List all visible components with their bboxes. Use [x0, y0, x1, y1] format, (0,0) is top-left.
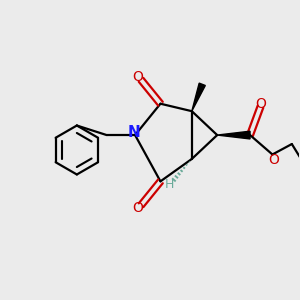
Text: O: O	[133, 201, 143, 214]
Text: N: N	[128, 124, 141, 140]
Text: O: O	[133, 70, 143, 84]
Text: O: O	[256, 97, 266, 111]
Text: H: H	[165, 178, 174, 190]
Text: O: O	[268, 153, 279, 167]
Polygon shape	[192, 83, 205, 111]
Polygon shape	[217, 131, 250, 139]
